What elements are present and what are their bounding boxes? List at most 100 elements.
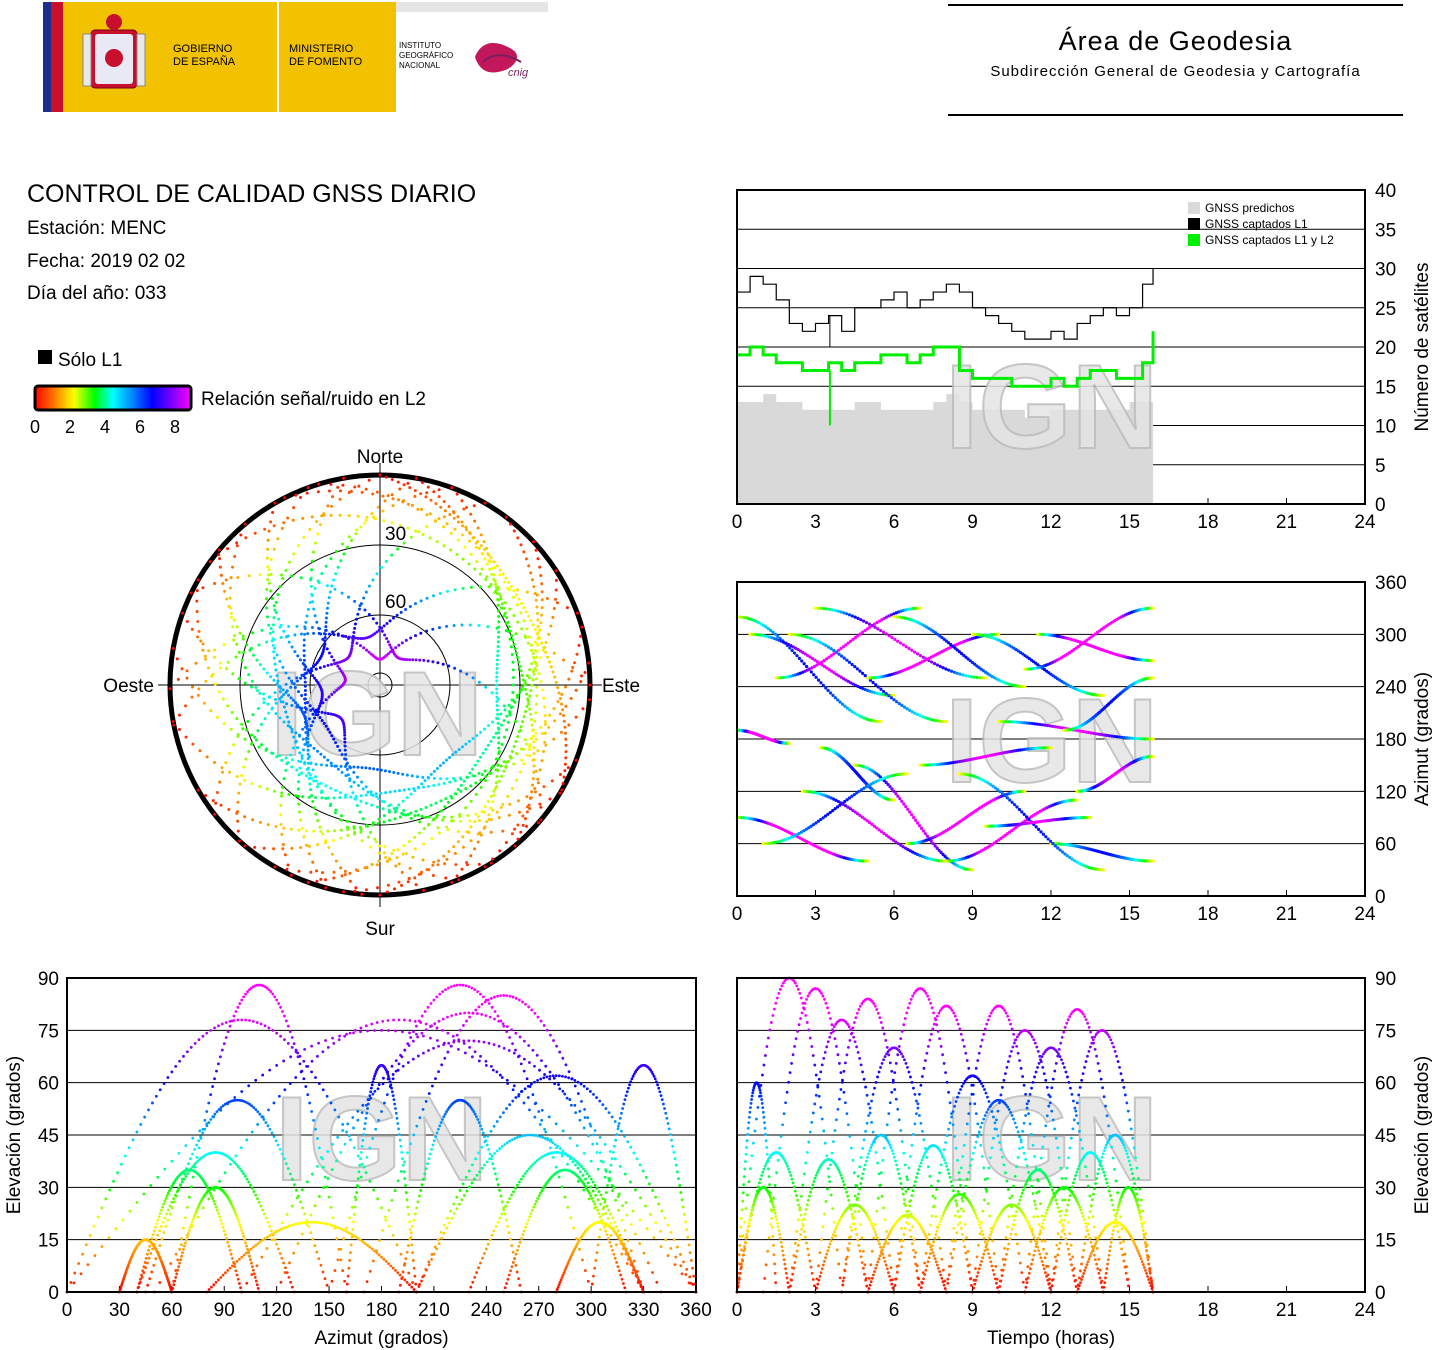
elaz-point (331, 1216, 335, 1220)
sky-point (228, 586, 232, 590)
sky-point (384, 475, 388, 479)
elaz-point (638, 1280, 642, 1284)
sky-point (401, 772, 405, 776)
elaz-point (574, 1163, 577, 1167)
elaz-point (325, 1283, 329, 1287)
elaz-point (86, 1263, 90, 1267)
sky-point (234, 655, 238, 659)
sky-point (432, 783, 436, 787)
elaz-point (628, 1257, 632, 1261)
sky-point (525, 704, 529, 708)
sky-point (502, 735, 506, 739)
elaz-point (515, 1183, 519, 1187)
sky-point (305, 843, 309, 847)
sky-point (286, 516, 290, 520)
sky-point (298, 658, 302, 662)
elaz-point (620, 1218, 624, 1222)
sky-point (365, 515, 369, 519)
track-point (843, 804, 848, 808)
sky-point (231, 565, 235, 569)
elaz-point (563, 1195, 567, 1199)
elaz-point (424, 1022, 428, 1026)
sky-point (474, 781, 478, 785)
sky-point (388, 650, 392, 654)
track-point (805, 668, 810, 672)
elaz-point (277, 1002, 281, 1005)
sky-point (319, 701, 323, 705)
track-point (891, 773, 895, 778)
track-point (857, 714, 861, 718)
elaz-point (305, 1218, 309, 1222)
sky-point (232, 638, 236, 642)
elaz-point (479, 1054, 482, 1058)
sky-point (219, 666, 223, 670)
sky-point (517, 660, 521, 664)
track-point (889, 613, 893, 617)
sky-point (227, 808, 231, 812)
sky-point (284, 768, 288, 772)
track-point (1048, 839, 1053, 843)
sky-point (311, 707, 315, 711)
sky-point (306, 752, 310, 756)
sky-point (495, 667, 499, 671)
sky-point (475, 733, 479, 737)
sky-point (400, 641, 404, 645)
track-point (882, 831, 886, 836)
elaz-point (555, 1288, 559, 1291)
elaz-point (205, 1110, 209, 1113)
elaz-point (551, 1141, 555, 1145)
track-point (814, 821, 818, 825)
elaz-point (403, 1177, 407, 1181)
track-point (934, 719, 938, 723)
elaz-point (397, 1062, 401, 1066)
sky-point (232, 743, 236, 747)
elaz-point (593, 1202, 597, 1206)
sky-point (347, 514, 351, 518)
sky-point (407, 877, 411, 881)
sky-point (485, 562, 489, 566)
elaz-point (470, 1181, 474, 1185)
sky-point (292, 506, 296, 510)
sky-point (375, 795, 379, 799)
sky-point (303, 680, 307, 684)
elaz-point (185, 1205, 189, 1209)
elaz-point (252, 1272, 256, 1276)
sky-point (336, 485, 340, 489)
y-tick-label: 60 (1375, 835, 1396, 856)
sky-point (495, 691, 499, 695)
track-point (1099, 733, 1104, 737)
track-point (899, 609, 903, 613)
sky-point (375, 863, 379, 867)
sky-point (375, 490, 379, 494)
sky-point (390, 521, 394, 525)
sky-point (209, 709, 213, 713)
sky-point (366, 835, 370, 839)
sky-point (240, 722, 244, 726)
sky-point (196, 635, 200, 639)
track-point (742, 615, 746, 620)
sky-point (474, 792, 478, 796)
sky-point (489, 794, 493, 798)
track-point (744, 616, 749, 620)
elaz-point (363, 1242, 367, 1245)
sky-point (372, 515, 376, 519)
sky-point (291, 698, 295, 702)
sky-point (540, 613, 544, 617)
elaz-point (250, 1186, 254, 1190)
sky-point (543, 722, 547, 726)
elaz-point (511, 1042, 514, 1046)
legend-swatch (1188, 218, 1200, 230)
sky-point (308, 782, 312, 786)
elaz-point (371, 1080, 375, 1084)
track-point (827, 668, 831, 672)
sky-point (263, 527, 267, 531)
elaz-point (586, 1181, 590, 1185)
track-point (842, 656, 846, 660)
sky-point (303, 632, 307, 636)
track-point (1151, 859, 1155, 863)
sky-point (332, 633, 336, 637)
sky-point (263, 717, 267, 721)
elaz-point (617, 1269, 621, 1273)
sky-point (226, 704, 230, 708)
sky-point (253, 531, 257, 535)
